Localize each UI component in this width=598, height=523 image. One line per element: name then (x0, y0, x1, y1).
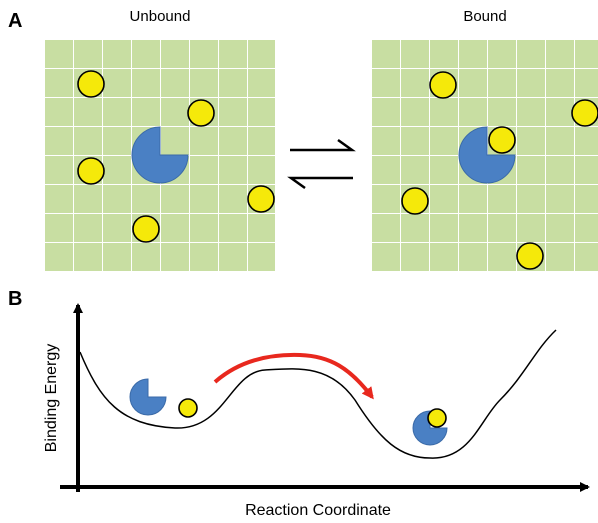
panel-label: A (8, 10, 22, 32)
x-axis-label: Reaction Coordinate (245, 502, 391, 519)
y-axis-label: Binding Energy (43, 344, 60, 453)
bound-grid (372, 40, 598, 272)
equilibrium-arrows (290, 140, 353, 188)
unbound-grid (45, 40, 275, 272)
panel-title: Bound (463, 8, 506, 25)
panel-label: B (8, 288, 22, 310)
figure: A Unbound Bound B Binding Energy Reactio (0, 0, 598, 523)
panel-title: Unbound (130, 8, 191, 25)
energy-plot (60, 305, 588, 492)
